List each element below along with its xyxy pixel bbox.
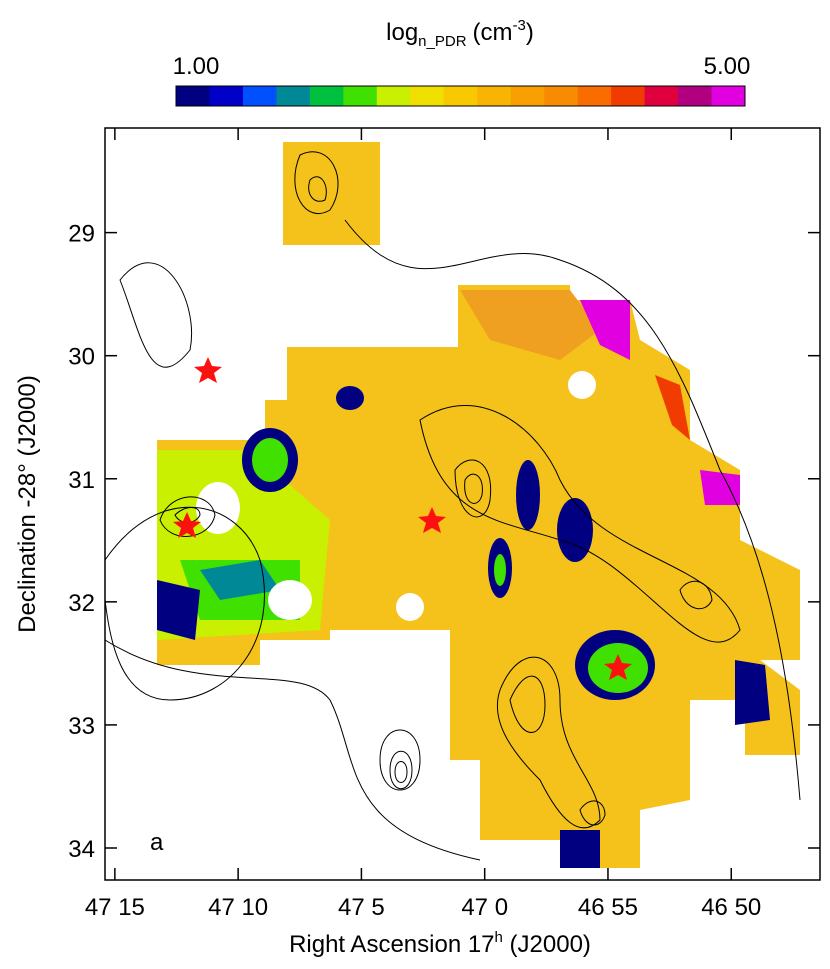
colorbar-swatch — [544, 86, 579, 106]
colorbar-swatch — [644, 86, 679, 106]
colorbar-swatch — [376, 86, 411, 106]
y-tick-label: 34 — [68, 836, 95, 863]
colorbar-swatch — [410, 86, 445, 106]
colorbar-swatch — [343, 86, 378, 106]
contours — [104, 151, 801, 861]
colorbar-frame — [175, 85, 746, 107]
colorbar-title: logn_PDR (cm-3) — [386, 17, 534, 50]
colorbar-swatch — [242, 86, 277, 106]
colorbar-swatch — [577, 86, 612, 106]
colorbar-swatch — [309, 86, 344, 106]
x-tick-label: 46 50 — [701, 894, 761, 921]
colorbar-tick-label: 1.00 — [173, 53, 220, 80]
y-tick-label: 29 — [68, 221, 95, 248]
colorbar-swatch — [477, 86, 512, 106]
x-tick-label: 47 5 — [338, 894, 385, 921]
source-markers — [173, 357, 632, 680]
map-image — [157, 142, 800, 868]
colorbar-swatch — [510, 86, 545, 106]
colorbar-swatch — [711, 86, 746, 106]
colorbar-swatch — [678, 86, 713, 106]
plot-frame — [104, 127, 821, 881]
x-tick-label: 47 15 — [85, 894, 145, 921]
colorbar-swatch — [276, 86, 311, 106]
y-tick-label: 30 — [68, 344, 95, 371]
y-tick-label: 31 — [68, 467, 95, 494]
colorbar-swatch — [209, 86, 244, 106]
x-axis-label: Right Ascension 17h (J2000) — [289, 929, 591, 958]
y-tick-label: 33 — [68, 713, 95, 740]
x-tick-label: 47 10 — [208, 894, 268, 921]
y-axis-label: Declination -28° (J2000) — [14, 375, 41, 633]
colorbar-swatch — [176, 86, 210, 106]
x-tick-label: 47 0 — [461, 894, 508, 921]
colorbar-swatch — [443, 86, 478, 106]
panel-label: a — [150, 829, 164, 856]
y-tick-label: 32 — [68, 590, 95, 617]
colorbar-swatch — [611, 86, 646, 106]
colorbar-tick-label: 5.00 — [704, 53, 751, 80]
x-tick-label: 46 55 — [578, 894, 638, 921]
